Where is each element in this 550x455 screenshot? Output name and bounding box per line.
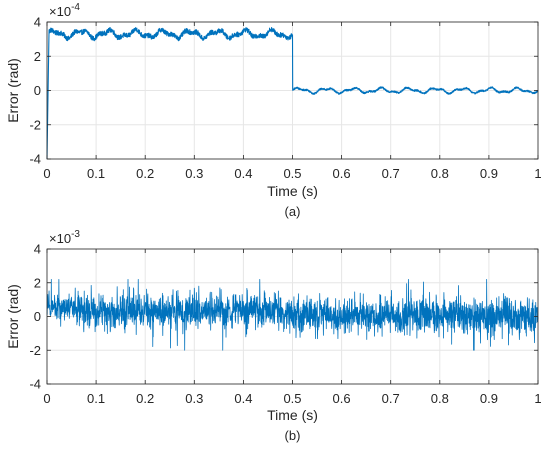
- x-tick-label: 0: [43, 166, 50, 181]
- panel-label: (a): [285, 204, 301, 219]
- x-axis-label: Time (s): [267, 183, 318, 199]
- y-axis-label: Error (rad): [5, 284, 21, 349]
- y-tick-label: -2: [29, 343, 41, 358]
- x-tick-label: 0.6: [333, 166, 351, 181]
- x-tick-label: 0.7: [382, 166, 400, 181]
- x-tick-label: 0.2: [136, 166, 154, 181]
- panel-b: 0 0.1 0.2 0.3 0.4 0.5 0.6 0.7 0.8 0.9 1 -4 -2 0 2 4 ×10-…: [5, 229, 542, 443]
- x-tick-label: 0.4: [234, 166, 252, 181]
- exponent-power: -4: [71, 2, 80, 13]
- y-tick-label: 0: [34, 83, 41, 98]
- y-tick-label: 0: [34, 309, 41, 324]
- panel-a: 0 0.1 0.2 0.3 0.4 0.5 0.6 0.7 0.8 0.9 1-4-2024×10-…: [5, 2, 542, 219]
- x-tick-label: 0.5: [283, 166, 301, 181]
- x-tick-label: 0.3: [185, 166, 203, 181]
- x-tick-label: 0: [43, 391, 50, 406]
- y-axis-label: Error (rad): [5, 58, 21, 123]
- series-line: [46, 278, 539, 351]
- x-tick-label: 0.6: [333, 391, 351, 406]
- y-tick-label: -4: [29, 377, 41, 392]
- y-tick-label: 2: [34, 49, 41, 64]
- y-tick-label: -2: [29, 117, 41, 132]
- x-tick-label: 0.9: [480, 166, 498, 181]
- y-tick-label: 4: [34, 242, 41, 257]
- x-tick-label: 0.1: [87, 391, 105, 406]
- x-axis-label: Time (s): [267, 407, 318, 423]
- x-tick-label: 0.7: [382, 391, 400, 406]
- exponent-power: -3: [71, 229, 80, 240]
- x-tick-label: 1: [534, 391, 541, 406]
- x-tick-label: 0.8: [431, 391, 449, 406]
- series-line: [46, 26, 539, 160]
- y-tick-label: 4: [34, 15, 41, 30]
- y-tick-label: 2: [34, 275, 41, 290]
- exponent-base: ×10: [49, 231, 71, 246]
- x-tick-label: 0.5: [283, 391, 301, 406]
- x-tick-label: 0.2: [136, 391, 154, 406]
- y-tick-label: -4: [29, 152, 41, 167]
- axis-exponent: ×10-3: [49, 229, 80, 246]
- x-tick-label: 0.4: [234, 391, 252, 406]
- axis-exponent: ×10-4: [49, 2, 80, 19]
- x-tick-label: 1: [534, 166, 541, 181]
- x-tick-label: 0.8: [431, 166, 449, 181]
- exponent-base: ×10: [49, 4, 71, 19]
- x-tick-label: 0.1: [87, 166, 105, 181]
- x-tick-label: 0.9: [480, 391, 498, 406]
- x-tick-label: 0.3: [185, 391, 203, 406]
- panel-label: (b): [285, 428, 301, 443]
